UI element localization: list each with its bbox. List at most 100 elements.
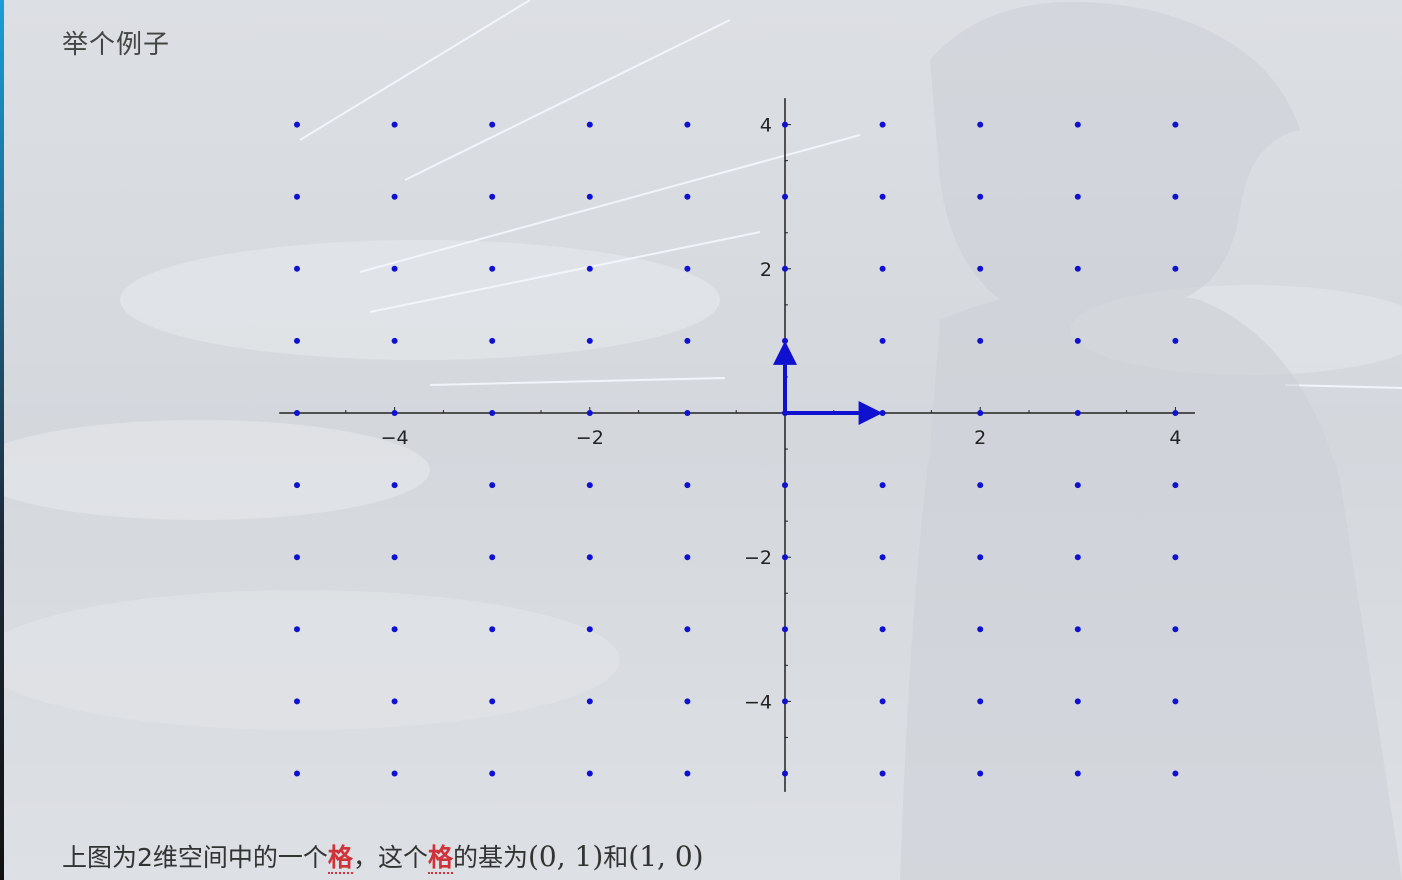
lattice-point xyxy=(977,698,984,705)
lattice-point xyxy=(1074,698,1081,705)
lattice-point xyxy=(1172,193,1179,200)
lattice-point xyxy=(977,193,984,200)
lattice-point xyxy=(1074,770,1081,777)
basis-vector-arrowhead xyxy=(773,340,797,365)
lattice-point xyxy=(294,770,300,777)
caption: 上图为2维空间中的一个格，这个格的基为(0, 1)和(1, 0) xyxy=(62,838,704,874)
lattice-point xyxy=(294,410,300,416)
lattice-point xyxy=(1074,265,1081,272)
lattice-point xyxy=(586,554,593,561)
lattice-point xyxy=(1172,554,1179,561)
lattice-point xyxy=(294,698,300,705)
x-tick-label: −4 xyxy=(381,427,409,449)
lattice-point xyxy=(1172,626,1179,633)
window-edge xyxy=(0,0,4,880)
lattice-point xyxy=(586,193,593,200)
lattice-point xyxy=(977,410,984,416)
lattice-point xyxy=(977,554,984,561)
basis-vector-1: (0, 1) xyxy=(527,840,604,873)
plot-axes xyxy=(279,98,1195,792)
lattice-point xyxy=(1074,121,1081,128)
lattice-point xyxy=(782,770,788,777)
lattice-point xyxy=(586,482,593,489)
lattice-point xyxy=(391,554,398,561)
lattice-point xyxy=(586,626,593,633)
lattice-point xyxy=(879,265,886,272)
lattice-point xyxy=(1074,554,1081,561)
lattice-point xyxy=(1074,410,1081,416)
lattice-point xyxy=(391,626,398,633)
lattice-point xyxy=(1074,626,1081,633)
caption-text-1: 上图为2维空间中的一个 xyxy=(62,843,328,872)
lattice-point xyxy=(879,193,886,200)
lattice-point xyxy=(294,554,300,561)
caption-text-2: ，这个 xyxy=(352,843,428,872)
lattice-point xyxy=(391,337,398,344)
lattice-point xyxy=(489,193,496,200)
lattice-point xyxy=(684,337,691,344)
lattice-point xyxy=(294,265,300,272)
lattice-point xyxy=(391,410,398,416)
lattice-point xyxy=(294,626,300,633)
lattice-point xyxy=(586,410,593,416)
lattice-point xyxy=(1074,482,1081,489)
lattice-point xyxy=(1172,410,1179,416)
lattice-point xyxy=(586,265,593,272)
lattice-point xyxy=(586,770,593,777)
lattice-point xyxy=(391,770,398,777)
lattice-point xyxy=(294,121,300,128)
lattice-point xyxy=(977,770,984,777)
lattice-point xyxy=(879,121,886,128)
y-tick-label: −2 xyxy=(744,547,772,569)
lattice-point xyxy=(489,337,496,344)
lattice-point xyxy=(782,482,788,489)
lattice-term-2: 格 xyxy=(427,843,453,874)
y-tick-label: −4 xyxy=(744,691,772,713)
lattice-point xyxy=(294,482,300,489)
basis-vector-arrowhead xyxy=(858,401,883,425)
lattice-point xyxy=(782,698,788,705)
lattice-point xyxy=(782,121,788,128)
lattice-point xyxy=(489,410,496,416)
lattice-point xyxy=(1074,337,1081,344)
lattice-point xyxy=(1172,337,1179,344)
lattice-point xyxy=(1172,121,1179,128)
lattice-point xyxy=(782,193,788,200)
lattice-point xyxy=(977,121,984,128)
lattice-point xyxy=(684,770,691,777)
y-tick-label: 4 xyxy=(760,115,772,137)
lattice-point xyxy=(1172,698,1179,705)
lattice-point xyxy=(879,554,886,561)
lattice-point xyxy=(684,265,691,272)
lattice-point xyxy=(977,265,984,272)
page-title: 举个例子 xyxy=(62,30,171,60)
x-tick-label: −2 xyxy=(576,427,604,449)
lattice-point xyxy=(684,193,691,200)
lattice-point xyxy=(1172,770,1179,777)
lattice-point xyxy=(1172,482,1179,489)
lattice-point xyxy=(294,337,300,344)
lattice-point xyxy=(489,554,496,561)
lattice-point xyxy=(879,770,886,777)
lattice-point xyxy=(391,193,398,200)
lattice-point xyxy=(879,626,886,633)
lattice-point xyxy=(684,698,691,705)
lattice-point xyxy=(782,554,788,561)
caption-text-3: 的基为 xyxy=(452,843,528,872)
lattice-point xyxy=(684,410,691,416)
lattice-point xyxy=(489,265,496,272)
lattice-point xyxy=(684,554,691,561)
lattice-point xyxy=(391,698,398,705)
lattice-term-1: 格 xyxy=(327,843,353,874)
lattice-point xyxy=(391,121,398,128)
lattice-point xyxy=(1074,193,1081,200)
x-tick-label: 2 xyxy=(974,427,986,449)
caption-conjunction: 和 xyxy=(603,843,629,872)
lattice-point xyxy=(489,121,496,128)
lattice-point xyxy=(586,698,593,705)
plot-ticks: −4 −2 2 4 4 2 −2 −4 xyxy=(296,115,1181,774)
basis-vectors xyxy=(773,340,883,425)
lattice-point xyxy=(391,482,398,489)
